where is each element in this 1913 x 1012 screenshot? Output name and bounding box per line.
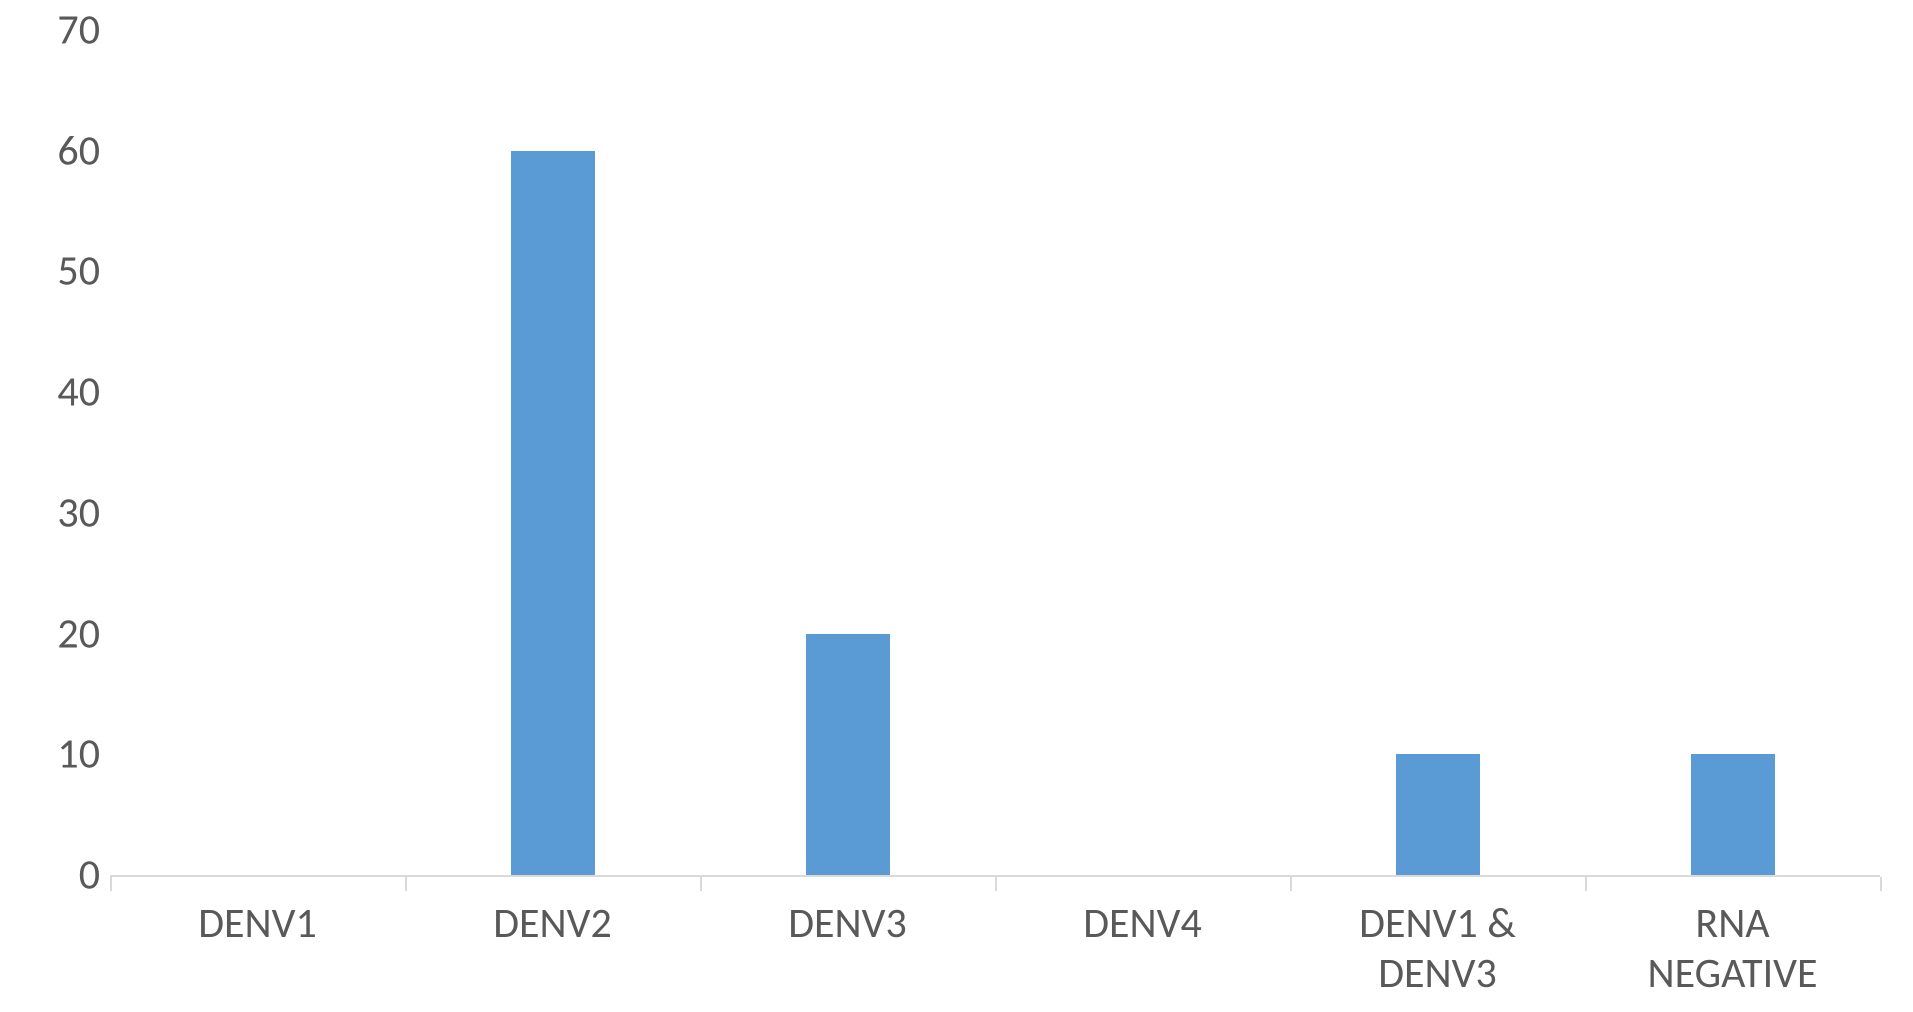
y-tick-label: 10 [57, 729, 100, 780]
y-tick-label: 30 [57, 487, 100, 538]
x-tick [700, 877, 702, 891]
bar-chart: DENV1DENV2DENV3DENV4DENV1 & DENV3RNA NEG… [15, 20, 1885, 990]
x-tick-label: DENV2 [493, 899, 612, 949]
x-axis-line [110, 875, 1880, 877]
x-tick [1585, 877, 1587, 891]
y-tick-label: 60 [57, 125, 100, 176]
x-tick-label: DENV1 & DENV3 [1359, 899, 1516, 1000]
x-tick-label: DENV4 [1083, 899, 1202, 949]
bar [511, 151, 595, 875]
y-tick-label: 0 [79, 850, 100, 901]
y-tick-label: 50 [57, 246, 100, 297]
y-tick-label: 40 [57, 367, 100, 418]
x-tick [110, 877, 112, 891]
y-tick-label: 70 [57, 5, 100, 56]
x-tick-label: DENV1 [198, 899, 317, 949]
x-tick [1880, 877, 1882, 891]
x-tick [405, 877, 407, 891]
x-tick [995, 877, 997, 891]
x-tick-label: DENV3 [788, 899, 907, 949]
y-tick-label: 20 [57, 608, 100, 659]
plot-area: DENV1DENV2DENV3DENV4DENV1 & DENV3RNA NEG… [110, 30, 1880, 875]
bar [1396, 754, 1480, 875]
bar [1691, 754, 1775, 875]
bar [806, 634, 890, 875]
x-tick-label: RNA NEGATIVE [1647, 899, 1817, 1000]
x-tick [1290, 877, 1292, 891]
